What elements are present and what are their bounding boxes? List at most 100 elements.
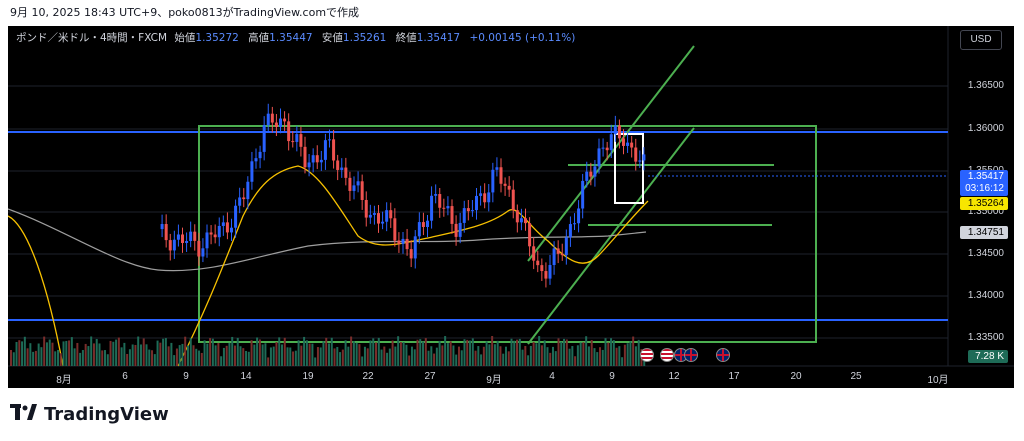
volume-bar	[502, 353, 505, 366]
change-value: +0.00145 (+0.11%)	[469, 32, 576, 44]
candle-body	[172, 239, 176, 251]
volume-bar	[510, 338, 513, 366]
candle-body	[487, 192, 491, 203]
volume-bar	[242, 348, 245, 366]
volume-bar	[610, 338, 613, 366]
volume-bar	[488, 344, 491, 366]
volume-bar	[186, 345, 189, 366]
volume-bar	[582, 342, 585, 366]
candle-body	[430, 195, 434, 221]
tradingview-logo[interactable]: TradingView	[10, 404, 169, 425]
volume-bar	[245, 350, 248, 366]
candle-body	[221, 222, 225, 226]
candle-body	[209, 232, 213, 235]
currency-button[interactable]: USD	[960, 30, 1002, 50]
candle-body	[450, 206, 454, 224]
volume-bar	[424, 338, 427, 366]
volume-bar	[598, 347, 601, 366]
volume-bar	[568, 348, 571, 366]
volume-bar	[253, 344, 256, 366]
candle-body	[287, 121, 291, 142]
volume-bar	[48, 339, 51, 366]
volume-bar	[217, 343, 220, 366]
time-label: 25	[850, 371, 862, 382]
candle-body	[205, 232, 209, 249]
candle-body	[246, 181, 250, 200]
candle-body	[291, 141, 295, 143]
volume-bar	[98, 343, 101, 366]
candle-body	[258, 151, 262, 159]
volume-bar	[618, 346, 621, 366]
volume-bar	[303, 336, 306, 366]
candle-body	[348, 177, 352, 191]
volume-bar	[557, 338, 560, 366]
volume-bar	[297, 340, 300, 366]
candle-body	[401, 238, 405, 244]
volume-bar	[524, 345, 527, 366]
symbol-name[interactable]: ポンド／米ドル・4時間・FXCM	[16, 32, 168, 44]
volume-bar	[399, 342, 402, 366]
candle-body	[307, 162, 311, 168]
volume-bar	[507, 351, 510, 366]
chart-panel[interactable]: ポンド／米ドル・4時間・FXCM 始値1.35272 高値1.35447 安値1…	[8, 26, 1014, 388]
us-flag-icon[interactable]	[640, 348, 654, 362]
volume-bar	[175, 348, 178, 366]
candle-body	[311, 155, 315, 163]
candle-body	[552, 248, 556, 266]
candle-body	[426, 220, 429, 227]
volume-bar	[239, 346, 242, 366]
candle-body	[352, 185, 356, 191]
volume-bar	[10, 350, 12, 366]
current-price-tag: 1.35417 03:16:12	[960, 170, 1008, 196]
volume-bar	[264, 343, 267, 366]
volume-bar	[314, 357, 317, 366]
candle-body	[372, 213, 376, 215]
volume-bar	[565, 339, 568, 366]
candle-body	[315, 155, 319, 163]
time-label: 27	[424, 371, 436, 382]
candle-body	[519, 218, 523, 223]
candle-body	[577, 208, 581, 224]
candle-body	[332, 139, 336, 161]
candle-body	[642, 154, 646, 161]
candle-body	[168, 240, 172, 251]
volume-bar	[29, 343, 32, 366]
candle-body	[483, 193, 487, 203]
candle-body	[605, 147, 609, 151]
volume-bar	[474, 350, 477, 366]
volume-bar	[623, 344, 626, 366]
volume-bar	[540, 345, 543, 366]
volume-bar	[513, 340, 516, 366]
us-flag-icon[interactable]	[660, 348, 674, 362]
volume-bar	[195, 348, 198, 366]
close-value: 1.35417	[416, 32, 461, 44]
volume-bar	[225, 345, 228, 366]
candle-body	[238, 197, 242, 206]
chart-caption: 9月 10, 2025 18:43 UTC+9、poko0813がTrading…	[10, 6, 360, 19]
candle-body	[217, 225, 221, 238]
gb-flag-icon[interactable]	[684, 348, 698, 362]
volume-bar	[352, 341, 355, 366]
volume-bar	[455, 354, 458, 366]
volume-bar	[81, 350, 84, 366]
candle-body	[589, 171, 593, 177]
time-axis[interactable]: 8月 6 9 14 19 22 27 9月 4 9 12 17 20 25 10…	[8, 366, 948, 388]
price-scale[interactable]: 1.36500 1.36000 1.35500 1.35000 1.34500 …	[948, 26, 1014, 366]
volume-bar	[167, 346, 170, 366]
volume-bar	[51, 342, 54, 366]
volume-tag: 7.28 K	[968, 350, 1008, 363]
volume-bar	[34, 350, 37, 366]
gb-flag-icon[interactable]	[716, 348, 730, 362]
candle-body	[560, 253, 564, 256]
volume-bar	[120, 347, 123, 366]
volume-bar	[76, 342, 79, 366]
symbol-header[interactable]: ポンド／米ドル・4時間・FXCM 始値1.35272 高値1.35447 安値1…	[16, 32, 576, 44]
volume-bar	[200, 352, 203, 366]
volume-bar	[43, 336, 46, 366]
volume-bar	[604, 338, 607, 366]
price-chart[interactable]	[8, 26, 1014, 388]
candle-body	[381, 221, 385, 224]
volume-bar	[261, 344, 264, 366]
volume-bar	[256, 337, 259, 366]
volume-bar	[496, 340, 499, 366]
